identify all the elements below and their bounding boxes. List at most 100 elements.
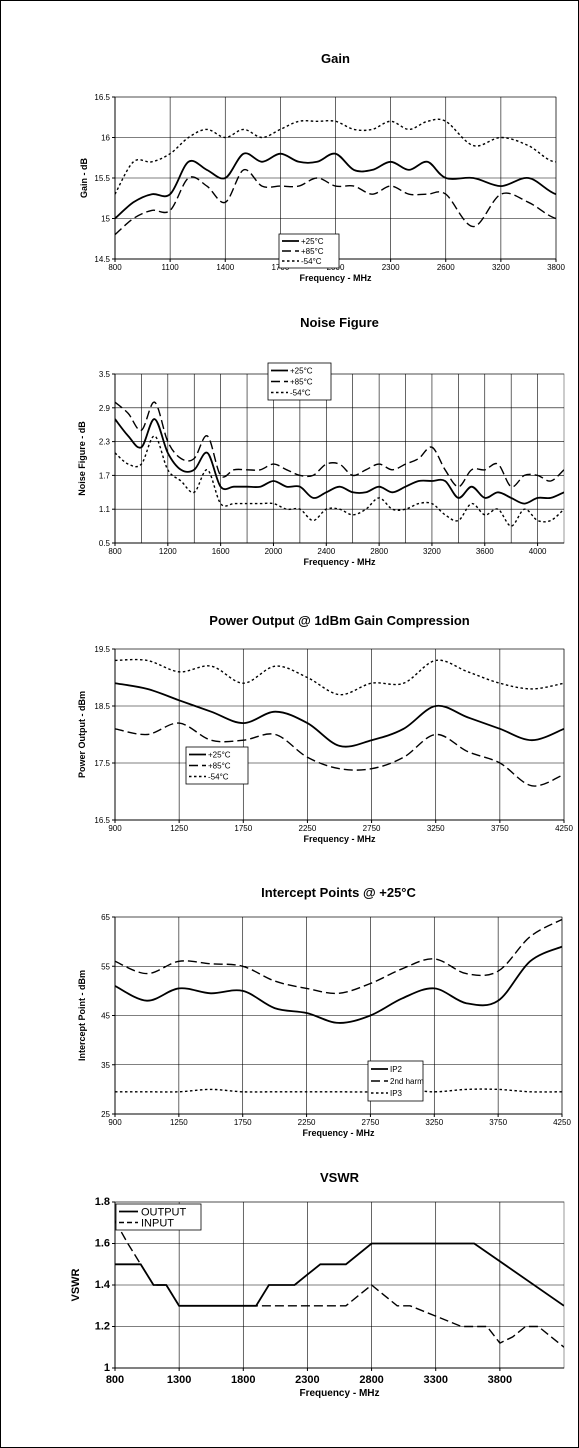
x-tick-label: 1250 <box>170 1118 188 1127</box>
y-tick-label: 14.5 <box>94 255 110 264</box>
x-tick-label: 2800 <box>370 547 388 556</box>
x-tick-label: 4250 <box>555 824 573 833</box>
y-axis-label: Intercept Point - dBm <box>77 970 87 1061</box>
legend-label: INPUT <box>141 1218 174 1230</box>
legend-label: -54°C <box>301 257 322 266</box>
x-tick-label: 4000 <box>529 547 547 556</box>
y-tick-label: 16.5 <box>94 816 110 825</box>
x-tick-label: 1200 <box>159 547 177 556</box>
x-tick-label: 2000 <box>265 547 283 556</box>
x-tick-label: 3750 <box>491 824 509 833</box>
x-tick-label: 3300 <box>423 1374 447 1386</box>
y-tick-label: 0.5 <box>99 539 111 548</box>
x-axis-label: Frequency - MHz <box>303 557 376 567</box>
x-tick-label: 1300 <box>167 1374 191 1386</box>
x-tick-label: 800 <box>108 263 122 272</box>
x-axis-label: Frequency - MHz <box>299 273 372 283</box>
series-line-25-c <box>115 152 556 220</box>
y-axis-label: Power Output - dBm <box>77 691 87 778</box>
legend-label: IP2 <box>390 1065 403 1074</box>
x-tick-label: 3800 <box>488 1374 512 1386</box>
y-tick-label: 1.2 <box>95 1321 110 1333</box>
chart-title: Intercept Points @ +25°C <box>261 885 416 900</box>
x-tick-label: 2800 <box>359 1374 383 1386</box>
x-tick-label: 4250 <box>553 1118 571 1127</box>
y-axis-label: VSWR <box>70 1268 82 1301</box>
y-tick-label: 17.5 <box>94 759 110 768</box>
chart-title: VSWR <box>320 1170 360 1185</box>
y-tick-label: 65 <box>101 913 110 922</box>
y-tick-label: 2.3 <box>99 438 111 447</box>
x-tick-label: 2300 <box>295 1374 319 1386</box>
y-tick-label: 1.4 <box>95 1279 111 1291</box>
legend-label: +25°C <box>301 237 324 246</box>
series-line-54-c <box>115 658 564 696</box>
plot-area <box>114 648 565 821</box>
x-tick-label: 1750 <box>234 824 252 833</box>
x-tick-label: 2250 <box>299 824 317 833</box>
chart-noise-figure: Noise Figure 0.5 1.1 1.7 2.3 2.9 3.5 800 1200 160… <box>77 315 565 567</box>
x-tick-label: 1750 <box>234 1118 252 1127</box>
x-tick-label: 2600 <box>437 263 455 272</box>
series-line-25-c <box>115 418 564 505</box>
legend-label: -54°C <box>290 389 311 398</box>
x-tick-label: 1250 <box>170 824 188 833</box>
series-line-input <box>115 1220 564 1348</box>
x-tick-label: 3200 <box>423 547 441 556</box>
x-axis-label: Frequency - MHz <box>302 1128 375 1138</box>
chart-title: Noise Figure <box>300 315 379 330</box>
series-line-85-c <box>115 401 564 488</box>
y-axis-label: Gain - dB <box>79 158 89 198</box>
x-tick-label: 1600 <box>212 547 230 556</box>
y-tick-label: 18.5 <box>94 702 110 711</box>
y-tick-label: 1.6 <box>95 1238 110 1250</box>
y-tick-label: 1.8 <box>95 1196 110 1208</box>
legend-label: +25°C <box>290 367 313 376</box>
legend-label: -54°C <box>208 773 229 782</box>
x-axis-label: Frequency - MHz <box>303 834 376 844</box>
legend-label: 2nd harm <box>390 1077 424 1086</box>
chart-intercept-points-25-c: Intercept Points @ +25°C 25 35 45 55 65 900 125… <box>77 885 571 1138</box>
x-tick-label: 900 <box>108 1118 122 1127</box>
y-tick-label: 2.9 <box>99 404 111 413</box>
y-tick-label: 1 <box>104 1362 110 1374</box>
x-tick-label: 900 <box>108 824 122 833</box>
series-line-25-c <box>115 682 564 748</box>
y-tick-label: 15 <box>101 215 110 224</box>
y-tick-label: 1.1 <box>99 505 111 514</box>
y-tick-label: 25 <box>101 1110 110 1119</box>
legend: +25°C+85°C-54°C <box>185 746 249 785</box>
chart-title: Gain <box>321 51 350 66</box>
x-tick-label: 1400 <box>216 263 234 272</box>
legend-label: IP3 <box>390 1089 403 1098</box>
series-line-85-c <box>115 722 564 787</box>
legend-label: +85°C <box>290 378 313 387</box>
x-tick-label: 3200 <box>492 263 510 272</box>
x-tick-label: 2750 <box>363 824 381 833</box>
plot-area <box>114 373 565 544</box>
x-axis-label: Frequency - MHz <box>299 1388 379 1399</box>
legend: +25°C+85°C-54°C <box>278 233 340 269</box>
y-axis-label: Noise Figure - dB <box>77 421 87 496</box>
y-tick-label: 1.7 <box>99 471 111 480</box>
y-tick-label: 19.5 <box>94 645 110 654</box>
x-tick-label: 2750 <box>362 1118 380 1127</box>
x-tick-label: 800 <box>108 547 122 556</box>
chart-title: Power Output @ 1dBm Gain Compression <box>209 613 469 628</box>
x-tick-label: 1100 <box>162 263 180 272</box>
y-tick-label: 45 <box>101 1012 110 1021</box>
legend-label: OUTPUT <box>141 1207 187 1219</box>
legend-label: +85°C <box>301 247 324 256</box>
chart-vswr: VSWR 1 1.2 1.4 1.6 1.8 800 1300 1800 2300 2800 3300… <box>70 1170 565 1399</box>
series-line-54-c <box>115 435 564 527</box>
y-tick-label: 16.5 <box>94 93 110 102</box>
y-tick-label: 15.5 <box>94 174 110 183</box>
y-tick-label: 35 <box>101 1061 110 1070</box>
series-line-85-c <box>115 169 556 236</box>
series-line-ip2 <box>115 945 562 1024</box>
x-tick-label: 1800 <box>231 1374 255 1386</box>
x-tick-label: 3750 <box>489 1118 507 1127</box>
legend: +25°C +85°C -54°C <box>267 362 332 401</box>
